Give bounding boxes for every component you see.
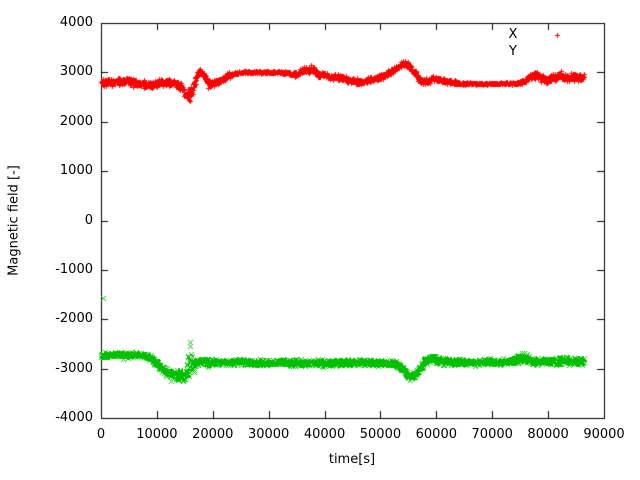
legend-label-y: Y [509,44,517,59]
legend-label-x: X [508,27,518,42]
y-tick-label: 3000 [59,64,93,80]
y-tick-label: -3000 [55,360,93,376]
x-tick-label: 70000 [471,427,513,442]
x-tick-label: 40000 [303,427,346,442]
y-tick-label: -4000 [55,410,93,425]
x-tick-label: 0 [96,427,106,442]
y-tick-label: 2000 [59,113,93,129]
x-tick-label: 80000 [527,427,569,442]
y-tick-label: -2000 [55,311,93,327]
x-tick-label: 90000 [583,427,625,442]
y-tick-label: -1000 [55,261,93,277]
y-tick-label: 1000 [59,163,93,179]
x-tick-label: 30000 [247,427,290,442]
x-axis-title: time[s] [328,452,376,467]
y-tick-label: 0 [84,212,93,228]
x-tick-label: 50000 [359,427,402,442]
y-axis-title: Magnetic field [-] [6,165,22,276]
x-tick-label: 60000 [415,427,457,442]
y-tick-label: 4000 [59,15,93,30]
x-tick-label: 20000 [192,427,234,442]
x-tick-label: 10000 [136,427,178,442]
